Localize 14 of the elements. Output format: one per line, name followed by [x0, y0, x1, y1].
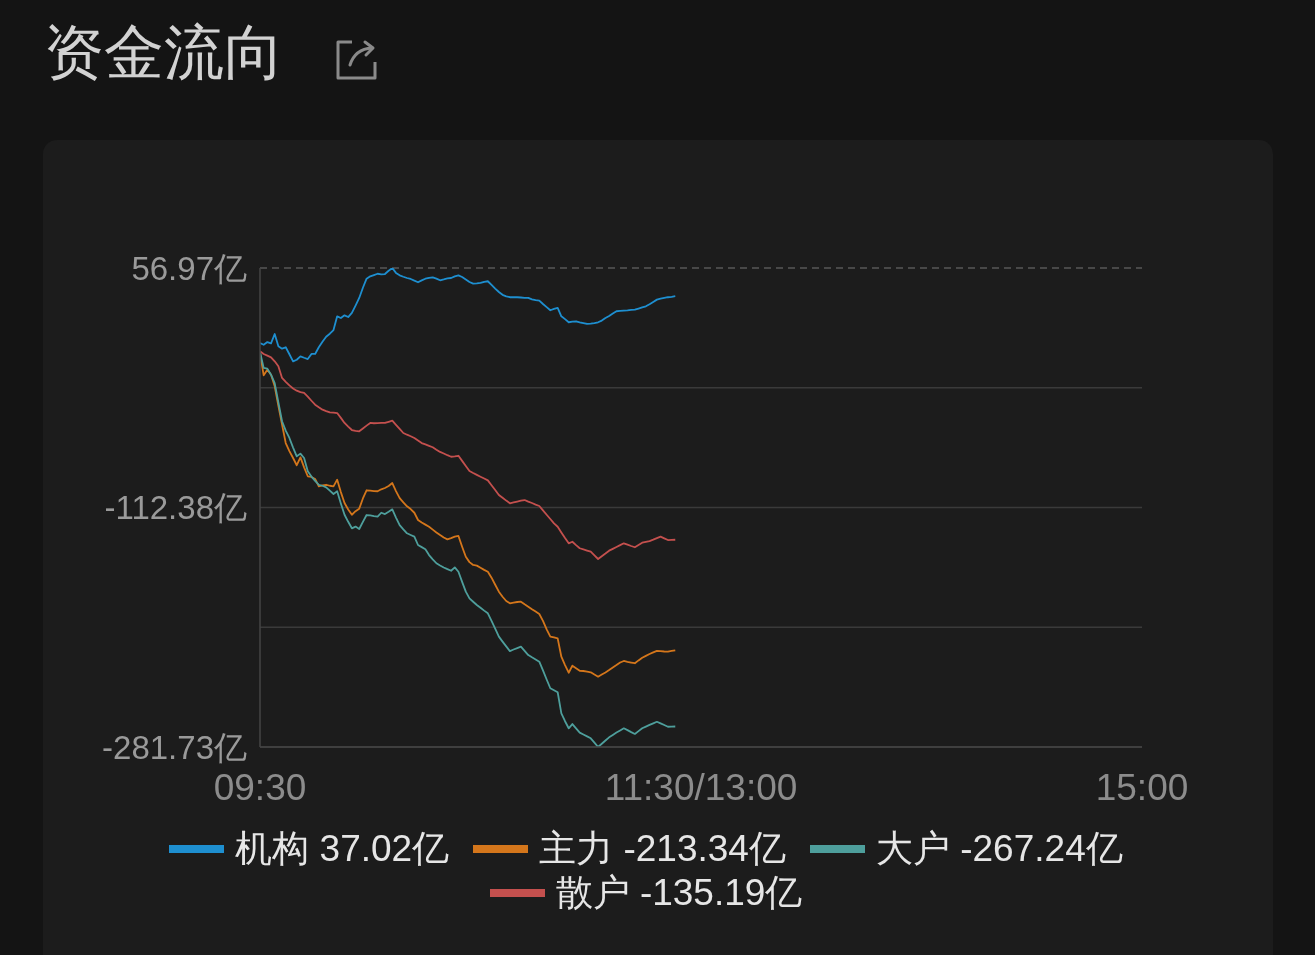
y-tick-label: -112.38亿	[104, 489, 247, 527]
legend-label: 大户 -267.24亿	[875, 827, 1123, 871]
x-tick-label: 15:00	[1095, 767, 1189, 809]
x-tick-label: 09:30	[213, 767, 307, 809]
line-series	[260, 268, 677, 363]
chart-title: 资金流向	[44, 19, 284, 86]
x-tick-label: 11:30/13:00	[604, 767, 798, 809]
legend-label: 机构 37.02亿	[235, 827, 450, 871]
line-series	[260, 351, 677, 747]
y-tick-label: -281.73亿	[102, 728, 247, 766]
legend-label: 散户 -135.19亿	[555, 871, 803, 915]
line-series	[260, 350, 677, 560]
y-tick-label: 56.97亿	[131, 249, 247, 287]
legend-label: 主力 -213.34亿	[539, 827, 786, 871]
